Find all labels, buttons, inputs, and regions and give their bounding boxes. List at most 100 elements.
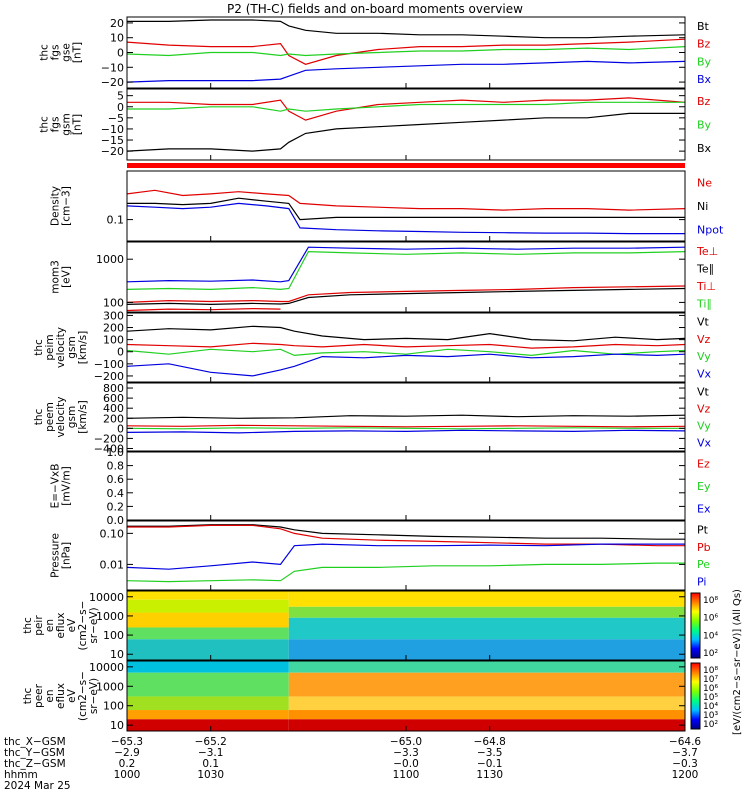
efield-ytick-label-3: 0.4 [107,487,125,500]
xtick-label-3-3: 1130 [476,769,503,781]
xtick-label-1-1: −3.1 [198,747,224,759]
peer_spec-region-1-band-2 [288,696,685,711]
peim_velocity-legend-3: Vx [697,367,712,380]
peem_velocity-series-vx [126,429,686,434]
peim_velocity-series-vz [126,342,686,349]
moments_temp-series-ti- [126,246,686,283]
moments_temp-legend-3: Ti∥ [696,297,712,310]
peer_spec-ytick-label-2: 100 [103,700,124,713]
peem_velocity-ylabel-0: thc [33,409,45,426]
peer_spec-ylabel-0: thc [22,688,34,705]
peer_spec-region-0-band-1 [127,672,289,697]
colorbar-0 [690,592,701,659]
pressure-series-pt [127,524,685,540]
efield-frame [126,451,686,521]
peem_velocity-series-vt [126,414,686,419]
colorbar-1-tick-0: 10⁸ [703,666,718,676]
peir_spec-region-0-band-4 [127,639,289,660]
colorbar-1-tick-6: 10² [703,720,718,730]
xrow-label-1: thc_Y−GSM [4,747,65,759]
peir_spec-ytick-label-0: 10000 [89,591,124,604]
xtick-label-2-0: 0.2 [119,758,136,770]
xtick-label-2-4: −0.3 [672,758,698,770]
peer_spec-ylabel-4: eV [66,688,78,702]
fgs_gse-ytick-label-4: −20 [101,76,124,89]
pressure-ylabel-1: [nPa] [61,542,73,569]
peem_velocity-ytick-label-5: −200 [94,432,124,445]
pressure-ylabel-0: Pressure [50,533,62,578]
colorbar-0-tick-2: 10⁴ [703,631,718,641]
fgs_gsm-series-by [127,101,685,112]
fgs_gse-series-by [126,46,686,57]
peim_velocity-ytick-label-2: 100 [103,334,124,347]
efield-ytick-label-4: 0.2 [107,500,125,513]
fgs_gse-ylabel-3: [nT] [72,42,84,63]
peer_spec-ylabel-5: (cm2−s− [77,671,89,721]
colorbar-1 [690,662,701,730]
colorbar-0-tick-0: 10⁸ [703,596,718,606]
fgs_gse-ytick-label-3: −10 [101,61,124,74]
pressure-legend-0: Pt [697,524,709,537]
moments_temp-legend-1: Te∥ [696,262,714,275]
date-label: 2024 Mar 25 [4,780,71,792]
xtick-label-3-0: 1000 [114,769,141,781]
moments_temp-series-te- [126,287,686,306]
peer_spec-region-1-band-3 [288,710,685,720]
peir_spec-ylabel-1: peir [33,615,45,636]
xtick-label-2-2: −0.0 [393,758,419,770]
xtick-label-0-2: −65.0 [390,736,422,748]
peer_spec-region-1-band-4 [288,719,685,731]
efield-legend-1: Ey [697,480,711,493]
fgs_gsm-ylabel-2: gsm [61,113,73,135]
xtick-label-2-3: −0.1 [477,758,503,770]
fgs_gsm-ylabel-0: thc [39,116,51,133]
moments_temp-legend-2: Ti⊥ [696,280,716,293]
peer_spec-region-0-band-0 [127,661,289,673]
xrow-label-0: thc_X−GSM [4,736,66,748]
peer_spec-ytick-label-0: 10000 [89,661,124,674]
efield-legend-2: Ex [697,503,711,516]
density-ylabel-1: [cm−3] [61,186,73,226]
peer_spec-ylabel-1: peer [33,683,45,708]
peer_spec-ytick-label-3: 10 [110,719,124,732]
moments_temp-ylabel-0: mom3 [50,260,62,294]
moments_temp-ylabel-1: [eV] [61,266,73,288]
fgs_gse-series-bx [126,60,686,83]
pressure-ytick-label-0: 0.10 [100,527,125,540]
colorbar-1-tick-4: 10⁴ [703,702,718,712]
peim_velocity-series-vx [126,353,686,377]
peem_velocity-legend-1: Vz [697,403,711,416]
moments_temp-series-ti- [126,250,686,291]
density-ytick-label-0: 0.1 [107,214,125,227]
moments_temp-series-ti-low [126,307,281,312]
fgs_gse-series-bz [126,38,686,65]
colorbar-1-tick-1: 10⁷ [703,675,718,685]
fgs_gsm-ytick-label-0: 5 [117,90,124,103]
fgs_gsm-ytick-label-4: −15 [101,134,124,147]
efield-legend-0: Ez [697,457,710,470]
colorbar-label: [eV/(cm2−s−sr−eV)] (All Qs) [732,589,743,735]
xrow-label-2: thc_Z−GSM [4,758,66,770]
peir_spec-region-0-band-1 [127,599,289,613]
peir_spec-ylabel-5: (cm2−s− [77,601,89,651]
colorbar-1-tick-2: 10⁶ [703,684,718,694]
peim_velocity-ytick-label-5: −200 [94,370,124,383]
density-series-npot [126,202,685,235]
density-series-ne [126,189,686,211]
peim_velocity-ytick-label-1: 200 [103,322,124,335]
density-frame [126,170,686,242]
peer_spec-ylabel-6: sr−eV) [88,678,100,714]
efield-ylabel-0: E=−VxB [50,464,62,509]
xtick-label-3-1: 1030 [197,769,224,781]
peir_spec-ylabel-4: eV [66,618,78,632]
peem_velocity-legend-2: Vy [697,420,711,433]
peem_velocity-ylabel-3: gsm [66,406,78,428]
pressure-legend-2: Pe [697,558,710,571]
fgs_gse-ylabel-1: fgs [50,45,62,61]
peir_spec-region-1-band-1 [288,606,685,618]
moments_temp-series-te- [126,285,686,303]
pressure-series-pi [126,543,685,570]
colorbar-1-tick-3: 10⁵ [703,693,718,703]
peim_velocity-legend-2: Vy [697,350,711,363]
xtick-label-1-2: −3.3 [393,747,419,759]
